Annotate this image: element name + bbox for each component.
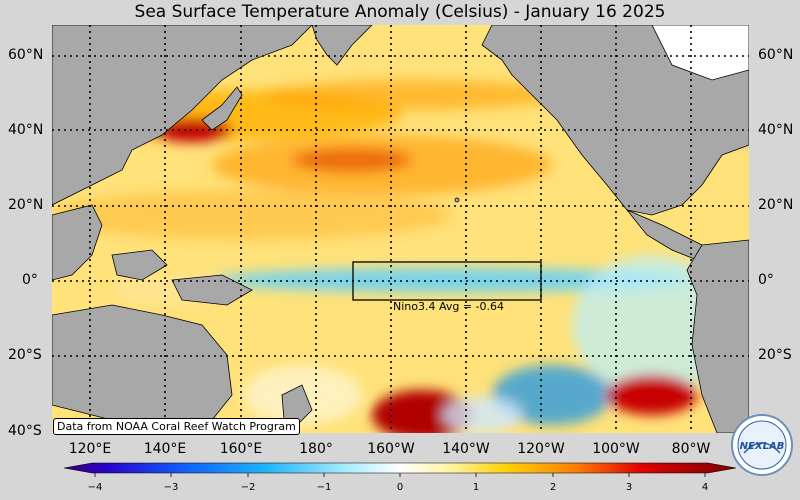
lon-label: 140°E [143, 441, 187, 457]
colorbar-tick-label: 0 [396, 482, 404, 493]
colorbar-tick-label: −4 [87, 482, 103, 493]
colorbar-tick-label: −3 [163, 482, 179, 493]
lon-label: 160°E [219, 441, 263, 457]
landmasses [52, 25, 749, 433]
lon-label: 80°W [671, 441, 711, 457]
lon-label: 100°W [592, 441, 640, 457]
colorbar-gradient [63, 462, 737, 474]
lon-label: 180° [299, 441, 333, 457]
lon-label: 160°W [367, 441, 415, 457]
nino34-average-label: Nino3.4 Avg = -0.64 [393, 300, 505, 313]
colorbar-tick-label: −1 [316, 482, 332, 493]
colorbar-tick-label: −2 [240, 482, 256, 493]
lon-label: 120°E [68, 441, 112, 457]
colorbar-tick-label: 2 [549, 482, 557, 493]
lat-label-left: 20°N [8, 197, 44, 213]
lat-label-right: 40°N [758, 122, 794, 138]
lon-label: 120°W [517, 441, 565, 457]
colorbar-tick-label: 1 [472, 482, 480, 493]
lat-label-left: 60°N [8, 47, 44, 63]
sst-anomaly-map [52, 25, 749, 433]
graticule [52, 25, 749, 433]
colorbar-tick-label: 3 [625, 482, 633, 493]
map-title: Sea Surface Temperature Anomaly (Celsius… [134, 2, 666, 22]
lat-label-right: 0° [758, 272, 774, 288]
nexlab-logo: NEXLAB [731, 414, 793, 476]
lat-label-right: 20°S [758, 347, 792, 363]
logo-text: NEXLAB [740, 441, 785, 452]
nino34-box [352, 261, 542, 301]
data-source-note: Data from NOAA Coral Reef Watch Program [53, 418, 300, 435]
lat-label-right: 20°N [758, 197, 794, 213]
lon-label: 140°W [442, 441, 490, 457]
colorbar-tick-label: 4 [701, 482, 709, 493]
ice-landmass [651, 25, 749, 81]
lat-label-left: 40°N [8, 122, 44, 138]
lat-label-left: 0° [22, 272, 38, 288]
colorbar-tick-marks [94, 473, 706, 477]
lat-label-left: 40°S [8, 423, 42, 439]
lat-label-right: 60°N [758, 47, 794, 63]
lat-label-left: 20°S [8, 347, 42, 363]
